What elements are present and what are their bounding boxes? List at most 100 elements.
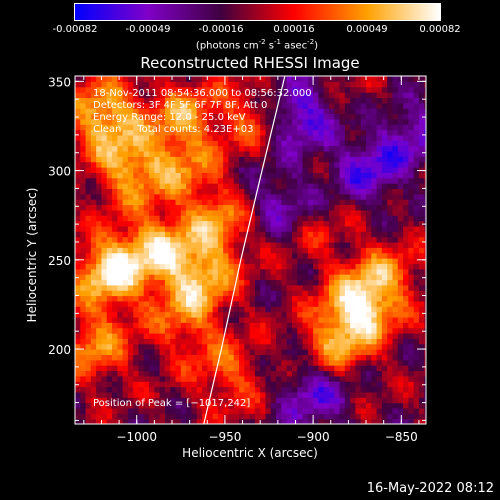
heatmap-cell (392, 76, 399, 82)
heatmap-cell (366, 247, 372, 254)
heatmap-cell (381, 145, 388, 152)
heatmap-cell (122, 418, 129, 424)
heatmap-cell (403, 209, 409, 216)
heatmap-cell (397, 311, 404, 318)
heatmap-cell (408, 204, 415, 211)
y-tick-label: 350 (48, 75, 71, 89)
heatmap-cell (265, 407, 272, 414)
heatmap-cell (106, 332, 113, 339)
heatmap-cell (350, 124, 357, 131)
heatmap-cell (85, 86, 92, 93)
heatmap-cell (180, 332, 187, 339)
heatmap-cell (291, 311, 298, 318)
heatmap-cell (297, 311, 304, 318)
heatmap-cell (175, 134, 182, 141)
heatmap-cell (223, 338, 230, 345)
heatmap-cell (403, 306, 409, 313)
heatmap-cell (217, 258, 224, 264)
heatmap-cell (233, 167, 240, 173)
heatmap-cell (408, 108, 415, 115)
heatmap-cell (397, 402, 404, 409)
heatmap-cell (297, 188, 304, 195)
heatmap-cell (270, 236, 277, 243)
heatmap-cell (201, 322, 208, 329)
heatmap-cell (323, 381, 330, 388)
heatmap-cell (159, 86, 166, 93)
heatmap-cell (270, 359, 277, 366)
heatmap-cell (381, 306, 388, 313)
heatmap-cell (207, 306, 214, 313)
colorbar-tick: -0.00016 (198, 24, 244, 35)
heatmap-cell (318, 225, 325, 232)
heatmap-cell (344, 172, 351, 179)
heatmap-cell (403, 418, 409, 424)
heatmap-cell (175, 268, 182, 275)
heatmap-cell (207, 354, 214, 361)
heatmap-cell (80, 311, 87, 318)
heatmap-cell (265, 322, 272, 329)
heatmap-cell (260, 284, 267, 291)
heatmap-cell (175, 279, 182, 286)
heatmap-cell (418, 76, 425, 82)
heatmap-cell (207, 365, 214, 372)
heatmap-cell (175, 247, 182, 254)
heatmap-cell (355, 370, 362, 377)
heatmap-cell (291, 76, 298, 82)
heatmap-cell (80, 225, 87, 232)
heatmap-cell (233, 113, 240, 120)
heatmap-cell (413, 161, 420, 168)
heatmap-cell (381, 322, 388, 329)
heatmap-cell (239, 300, 245, 307)
heatmap-cell (418, 129, 425, 136)
heatmap-cell (265, 225, 272, 232)
heatmap-cell (265, 199, 272, 206)
heatmap-cell (323, 338, 330, 345)
heatmap-cell (334, 332, 341, 339)
heatmap-cell (360, 97, 367, 104)
heatmap-cell (138, 193, 145, 200)
heatmap-cell (154, 354, 161, 361)
heatmap-cell (164, 81, 171, 88)
heatmap-cell (302, 274, 309, 281)
heatmap-cell (249, 327, 256, 334)
heatmap-cell (307, 150, 314, 157)
heatmap-cell (223, 316, 230, 323)
heatmap-cell (133, 97, 140, 104)
heatmap-cell (270, 263, 277, 270)
heatmap-cell (96, 402, 103, 409)
heatmap-cell (334, 359, 341, 366)
heatmap-cell (75, 418, 81, 424)
heatmap-cell (138, 290, 145, 297)
heatmap-cell (328, 252, 335, 259)
heatmap-cell (212, 274, 219, 281)
heatmap-cell (101, 86, 108, 93)
heatmap-cell (180, 97, 187, 104)
heatmap-cell (85, 397, 92, 404)
heatmap-cell (90, 220, 97, 227)
heatmap-cell (133, 241, 140, 248)
heatmap-cell (334, 397, 341, 404)
heatmap-cell (302, 150, 309, 157)
heatmap-cell (408, 252, 415, 259)
heatmap-cell (196, 236, 203, 243)
heatmap-cell (233, 263, 240, 270)
heatmap-cell (366, 108, 372, 115)
heatmap-cell (96, 290, 103, 297)
heatmap-cell (233, 236, 240, 243)
heatmap-cell (239, 343, 245, 350)
heatmap-cell (212, 150, 219, 157)
heatmap-cell (254, 311, 261, 318)
heatmap-cell (350, 236, 357, 243)
heatmap-cell (223, 140, 230, 147)
heatmap-cell (96, 306, 103, 313)
heatmap-cell (164, 258, 171, 264)
heatmap-cell (186, 258, 193, 264)
heatmap-cell (217, 188, 224, 195)
heatmap-cell (254, 140, 261, 147)
heatmap-cell (281, 167, 288, 173)
heatmap-cell (254, 92, 261, 99)
heatmap-cell (254, 349, 261, 355)
heatmap-cell (207, 295, 214, 302)
heatmap-cell (344, 199, 351, 206)
heatmap-cell (159, 145, 166, 152)
